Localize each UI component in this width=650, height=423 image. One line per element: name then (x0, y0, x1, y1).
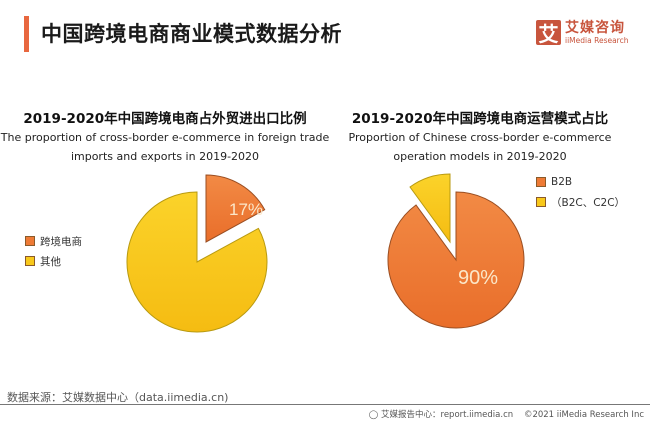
logo: 艾 艾媒咨询 iiMedia Research (536, 19, 629, 46)
chart2-legend: B2B （B2C、C2C） (536, 172, 625, 212)
chart1-pie: 17% (126, 174, 268, 333)
legend-item-other: 其他 (25, 251, 82, 271)
legend-swatch-orange (536, 177, 546, 187)
logo-name-en: iiMedia Research (565, 35, 629, 45)
chart1-value-label: 17% (229, 200, 263, 219)
chart2-value-label: 90% (458, 267, 498, 289)
chart1-legend: 跨境电商 其他 (25, 231, 82, 271)
pie-slice-other (126, 191, 268, 333)
chart2-title: 2019-2020年中国跨境电商运营模式占比 (351, 111, 609, 127)
logo-icon: 艾 (536, 20, 561, 46)
legend-item-cross-border: 跨境电商 (25, 231, 82, 251)
pie-slice-cross-border (205, 174, 266, 243)
copyright: ©2021 iiMedia Research Inc (523, 410, 644, 420)
chart2-subtitle: Proportion of Chinese cross-border e-com… (348, 131, 612, 163)
logo-name-cn: 艾媒咨询 (565, 19, 625, 36)
pie-slice-b2b (387, 191, 525, 329)
page-title: 中国跨境电商商业模式数据分析 (41, 22, 342, 46)
chart1-title: 2019-2020年中国跨境电商占外贸进出口比例 (23, 111, 307, 127)
legend-swatch-orange (25, 236, 35, 246)
legend-item-b2c-c2c: （B2C、C2C） (536, 192, 625, 212)
legend-swatch-yellow (536, 197, 546, 207)
chart2-pie: 90% (387, 173, 525, 329)
footer-divider (0, 404, 650, 405)
title-accent-bar (24, 16, 29, 52)
pie-slice-b2c-c2c (409, 173, 451, 244)
data-source: 数据来源：艾媒数据中心（data.iimedia.cn) (7, 391, 229, 404)
legend-item-b2b: B2B (536, 172, 625, 192)
legend-swatch-yellow (25, 256, 35, 266)
report-center-link[interactable]: 艾媒报告中心：report.iimedia.cn (381, 410, 514, 420)
footer-credits: ◯ 艾媒报告中心：report.iimedia.cn ©2021 iiMedia… (369, 408, 644, 420)
chart1-subtitle: The proportion of cross-border e-commerc… (0, 131, 330, 163)
globe-icon: ◯ (368, 410, 379, 420)
